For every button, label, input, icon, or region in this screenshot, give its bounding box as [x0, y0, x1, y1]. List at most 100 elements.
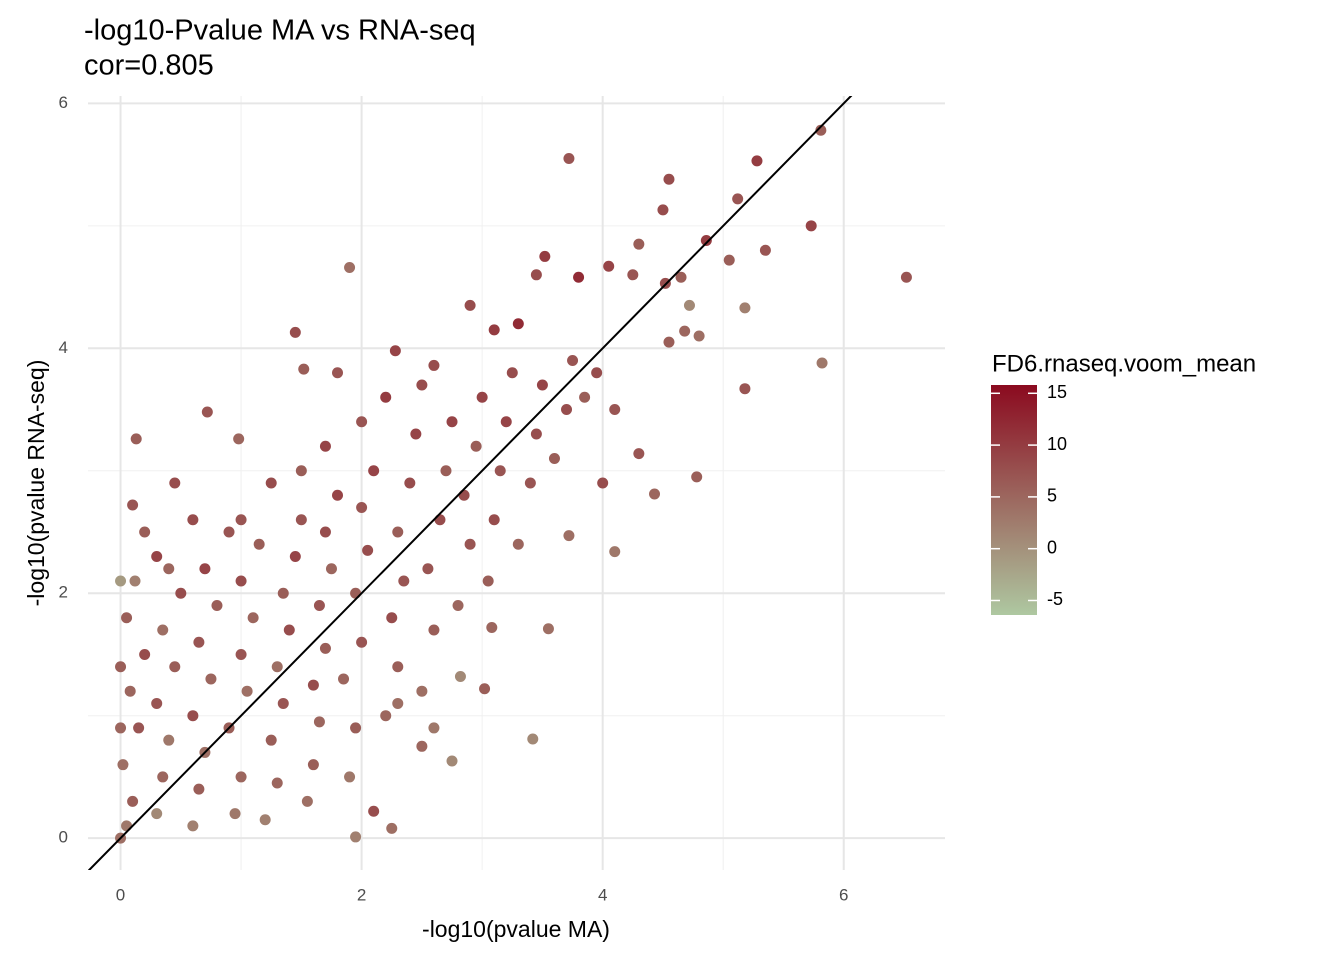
point [440, 465, 452, 477]
point [362, 544, 374, 556]
colorbar [991, 385, 1037, 615]
point [739, 302, 751, 314]
point [332, 489, 344, 501]
point [325, 563, 337, 575]
point [124, 685, 136, 697]
point [723, 254, 735, 266]
reference-line [88, 96, 853, 870]
point [356, 501, 368, 513]
point [193, 636, 205, 648]
point [295, 514, 307, 526]
chart-title: -log10-Pvalue MA vs RNA-seq [84, 15, 476, 47]
point [392, 661, 404, 673]
point [319, 440, 331, 452]
point [295, 465, 307, 477]
point [416, 740, 428, 752]
point [486, 622, 498, 634]
point [470, 440, 482, 452]
point [512, 538, 524, 550]
point [500, 416, 512, 428]
point [548, 453, 560, 465]
point [454, 671, 466, 682]
point [428, 359, 440, 371]
point [561, 404, 573, 416]
point [199, 563, 211, 575]
point [235, 514, 247, 526]
point [530, 269, 542, 281]
y-tick-label: 0 [59, 828, 68, 847]
point [368, 805, 380, 817]
point [368, 465, 380, 477]
point [356, 416, 368, 428]
x-tick-label: 4 [598, 885, 607, 904]
point [663, 336, 675, 348]
point [163, 563, 175, 575]
point [133, 722, 145, 734]
point [201, 406, 213, 418]
x-axis-label: -log10(pvalue MA) [422, 916, 610, 942]
point [350, 831, 362, 843]
point [573, 271, 585, 283]
point [298, 363, 310, 375]
point [900, 271, 912, 283]
point [271, 777, 283, 789]
y-axis-label: -log10(pvalue RNA-seq) [23, 360, 49, 607]
point [344, 771, 356, 783]
point [121, 612, 133, 624]
point [289, 550, 301, 562]
point [512, 318, 524, 330]
point [398, 575, 410, 587]
point [609, 404, 621, 416]
point [452, 599, 464, 611]
legend: -5 0 5 10 15 [991, 382, 1067, 615]
point [683, 299, 695, 311]
point [464, 299, 476, 311]
point [805, 220, 817, 232]
point [488, 324, 500, 336]
point [169, 661, 181, 673]
point [127, 499, 139, 511]
colorbar-tick-label: 5 [1047, 486, 1057, 506]
point [410, 428, 422, 440]
point [476, 391, 488, 403]
point [130, 433, 142, 445]
point [127, 795, 139, 807]
point [579, 391, 591, 403]
points [115, 124, 912, 844]
point [700, 235, 712, 247]
y-tick-label: 6 [59, 93, 68, 112]
point [603, 260, 615, 272]
point [151, 697, 163, 709]
point [205, 673, 217, 685]
point [488, 514, 500, 526]
point [289, 326, 301, 338]
point [211, 599, 223, 611]
point [277, 697, 289, 709]
point [241, 685, 253, 697]
point [233, 433, 245, 445]
point [277, 587, 289, 599]
point [597, 477, 609, 489]
point [265, 477, 277, 489]
point [392, 697, 404, 709]
point [563, 530, 575, 542]
point [816, 357, 828, 369]
point [815, 124, 827, 136]
point [332, 367, 344, 379]
point [313, 599, 325, 611]
point [751, 155, 763, 167]
point [115, 661, 127, 673]
point [693, 330, 705, 342]
point [129, 575, 141, 587]
y-tick-label: 2 [59, 583, 68, 602]
point [229, 808, 241, 820]
point [567, 355, 579, 367]
point [458, 489, 470, 501]
point [169, 477, 181, 489]
point [633, 238, 645, 250]
reference [88, 96, 853, 870]
point [163, 734, 175, 746]
point [392, 526, 404, 538]
point [350, 587, 362, 599]
